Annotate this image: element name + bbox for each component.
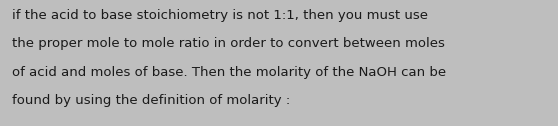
Text: found by using the definition of molarity :: found by using the definition of molarit… — [12, 94, 291, 107]
Text: if the acid to base stoichiometry is not 1:1, then you must use: if the acid to base stoichiometry is not… — [12, 9, 429, 22]
Text: the proper mole to mole ratio in order to convert between moles: the proper mole to mole ratio in order t… — [12, 37, 445, 50]
Text: of acid and moles of base. Then the molarity of the NaOH can be: of acid and moles of base. Then the mola… — [12, 66, 446, 78]
